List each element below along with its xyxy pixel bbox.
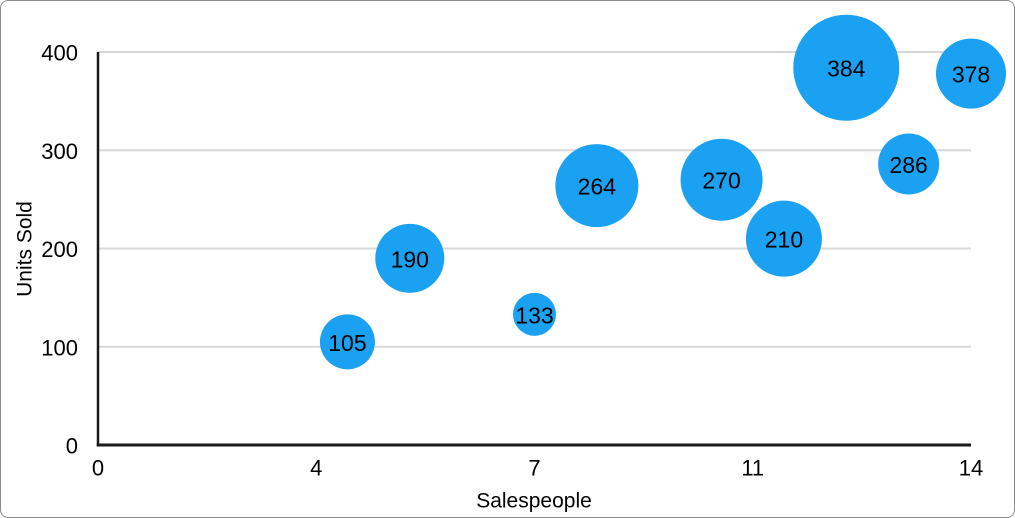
bubble-190 — [375, 223, 445, 293]
bubble-270 — [680, 138, 763, 221]
bubble-label: 105 — [328, 330, 366, 356]
x-tick-label: 0 — [92, 456, 104, 481]
bubble-label: 286 — [889, 152, 927, 178]
x-tick-label: 4 — [310, 456, 322, 481]
bubble-label: 264 — [578, 174, 617, 200]
bubble-label: 378 — [952, 62, 990, 88]
y-tick-label: 300 — [41, 139, 78, 164]
y-tick-label: 400 — [41, 41, 78, 66]
y-tick-label: 0 — [66, 434, 78, 459]
y-tick-label: 200 — [41, 237, 78, 262]
bubbles: 105 190 133 264 270 210 384 286 378 — [319, 14, 1006, 370]
x-tick-label: 11 — [741, 456, 764, 481]
bubble-384 — [793, 14, 900, 121]
bubble-label: 210 — [765, 227, 803, 253]
x-tick-labels: 0 4 7 11 14 — [92, 456, 983, 481]
bubble-label: 270 — [702, 168, 740, 194]
x-axis-title: Salespeople — [476, 490, 592, 513]
bubble-label: 190 — [391, 246, 429, 272]
y-axis-title: Units Sold — [14, 201, 37, 297]
y-tick-labels: 0 100 200 300 400 — [41, 41, 78, 459]
bubble-label: 133 — [515, 302, 553, 328]
bubble-378 — [936, 38, 1006, 109]
bubble-label: 384 — [827, 56, 866, 82]
x-tick-label: 7 — [528, 456, 540, 481]
bubble-133 — [513, 292, 556, 336]
bubble-210 — [745, 200, 822, 277]
bubble-105 — [319, 314, 375, 370]
y-tick-label: 100 — [41, 335, 78, 360]
bubble-286 — [878, 133, 940, 195]
axes — [96, 52, 971, 447]
bubble-264 — [555, 144, 639, 228]
x-tick-label: 14 — [959, 456, 983, 481]
